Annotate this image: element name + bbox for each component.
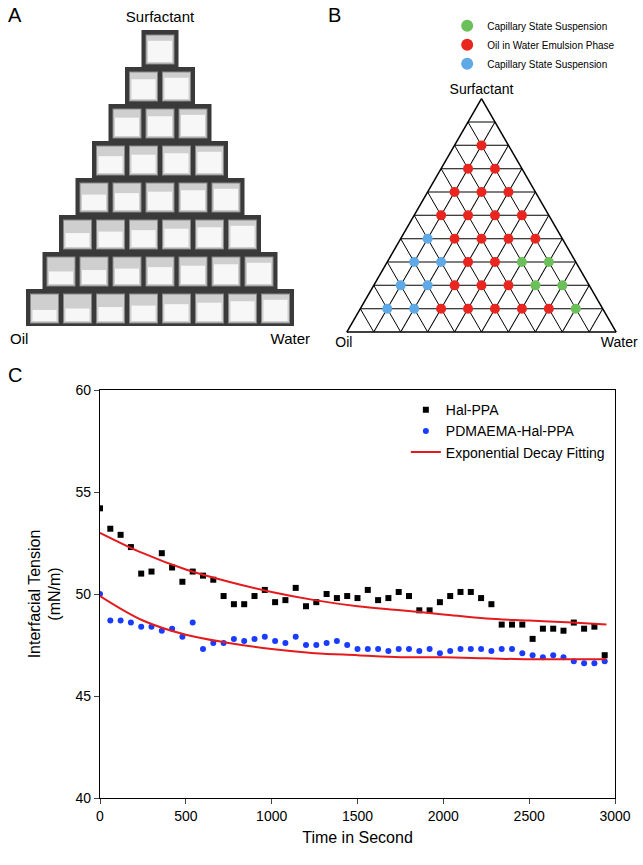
html-text:A: A — [8, 4, 22, 26]
svg-text:50: 50 — [76, 586, 92, 602]
svg-text:60: 60 — [76, 382, 92, 398]
svg-text:Time in Second: Time in Second — [302, 829, 413, 846]
svg-text:Oil: Oil — [10, 330, 28, 347]
svg-text:Surfactant: Surfactant — [126, 8, 195, 25]
svg-text:55: 55 — [76, 484, 92, 500]
svg-text:0: 0 — [96, 808, 104, 824]
svg-text:Surfactant: Surfactant — [450, 81, 514, 97]
svg-text:Oil in Water Emulsion Phase: Oil in Water Emulsion Phase — [487, 40, 614, 51]
svg-text:2000: 2000 — [428, 808, 459, 824]
svg-text:Water: Water — [271, 330, 310, 347]
svg-text:Oil: Oil — [335, 334, 352, 350]
svg-text:3000: 3000 — [599, 808, 630, 824]
svg-text:Hal-PPA: Hal-PPA — [446, 402, 499, 418]
svg-text:2500: 2500 — [514, 808, 545, 824]
svg-text:40: 40 — [76, 790, 92, 806]
svg-text:Capillary State Suspension: Capillary State Suspension — [487, 21, 607, 32]
html-text:B: B — [328, 4, 342, 26]
svg-text:Water: Water — [601, 334, 638, 350]
svg-text:PDMAEMA-Hal-PPA: PDMAEMA-Hal-PPA — [446, 423, 575, 439]
html-text:C: C — [8, 364, 23, 386]
svg-text:Exponential Decay Fitting: Exponential Decay Fitting — [446, 445, 605, 461]
svg-text:1000: 1000 — [256, 808, 287, 824]
svg-text:Capillary State Suspension: Capillary State Suspension — [487, 59, 607, 70]
svg-text:500: 500 — [174, 808, 198, 824]
svg-text:45: 45 — [76, 688, 92, 704]
svg-text:Interfacial Tension(mN/m): Interfacial Tension(mN/m) — [26, 530, 64, 659]
svg-text:1500: 1500 — [342, 808, 373, 824]
